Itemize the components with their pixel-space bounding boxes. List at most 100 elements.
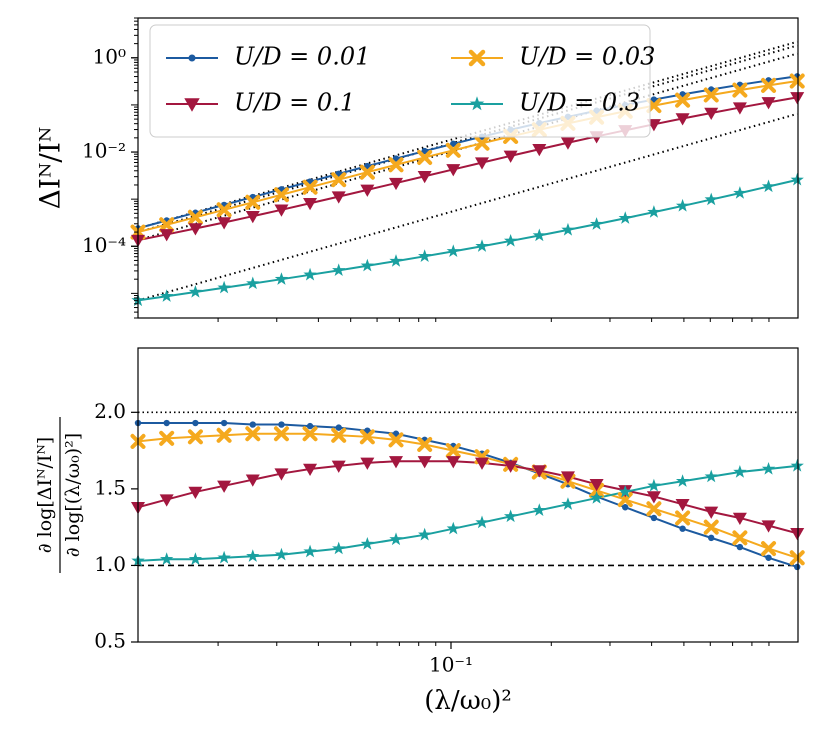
marker — [708, 534, 715, 542]
marker — [364, 162, 371, 170]
y-tick-label: 10⁰ — [93, 44, 126, 68]
marker — [331, 427, 347, 443]
y-axis-label: ∂ log[ΔIᴺ/Iᴺ] ∂ log[(λ/ω₀)²] — [34, 417, 84, 573]
marker — [561, 222, 575, 236]
marker — [650, 514, 658, 522]
marker — [560, 137, 575, 150]
marker — [503, 509, 518, 523]
marker — [331, 191, 346, 204]
marker — [417, 456, 432, 469]
marker — [503, 460, 518, 473]
legend-label: U/D = 0.3 — [519, 89, 640, 117]
marker — [761, 520, 776, 533]
marker — [732, 512, 747, 525]
marker — [647, 205, 661, 218]
legend-label: U/D = 0.01 — [234, 43, 370, 71]
marker — [732, 82, 748, 98]
marker — [561, 497, 575, 510]
legend-marker — [468, 49, 486, 67]
marker — [761, 179, 776, 193]
marker — [335, 424, 342, 431]
marker — [503, 233, 518, 247]
marker — [246, 276, 260, 290]
marker — [532, 228, 546, 242]
marker — [160, 289, 174, 302]
marker — [532, 465, 547, 478]
marker — [736, 543, 744, 551]
marker — [733, 186, 747, 199]
marker — [474, 135, 490, 151]
series-line — [138, 96, 798, 242]
legend-label: U/D = 0.1 — [234, 89, 355, 117]
marker — [732, 530, 748, 546]
marker — [421, 147, 428, 155]
reference-line — [138, 40, 798, 230]
marker — [187, 429, 203, 445]
marker — [761, 541, 777, 557]
marker — [618, 211, 632, 224]
y-tick-label: 1.0 — [94, 552, 126, 576]
marker — [302, 179, 318, 195]
y-tick-label: 2.0 — [94, 399, 126, 423]
marker — [704, 506, 719, 519]
marker — [188, 552, 203, 565]
marker — [790, 92, 805, 105]
marker — [761, 77, 777, 93]
marker — [765, 554, 772, 561]
marker — [303, 544, 317, 558]
marker — [560, 471, 575, 484]
marker — [217, 480, 232, 493]
marker — [589, 491, 604, 504]
marker — [446, 244, 460, 257]
marker — [789, 73, 805, 89]
series-line — [138, 460, 798, 535]
marker — [703, 87, 719, 103]
marker — [188, 486, 203, 499]
marker — [159, 494, 174, 507]
marker — [589, 217, 604, 230]
marker — [617, 492, 633, 508]
marker — [704, 192, 718, 206]
marker — [388, 157, 404, 173]
marker — [618, 484, 632, 498]
marker — [217, 550, 231, 564]
reference-line — [138, 52, 798, 242]
marker — [188, 285, 203, 298]
marker — [306, 422, 314, 430]
marker — [446, 164, 461, 177]
marker — [418, 249, 432, 262]
marker — [273, 426, 289, 442]
marker — [675, 92, 691, 108]
marker — [646, 501, 662, 517]
marker — [245, 194, 261, 210]
plot-area — [138, 411, 798, 568]
x-axis-label: (λ/ω₀)² — [424, 686, 512, 716]
marker — [532, 143, 547, 157]
marker — [733, 465, 747, 478]
marker — [303, 198, 318, 211]
marker — [360, 457, 375, 470]
marker — [359, 429, 375, 445]
marker — [360, 258, 374, 272]
marker — [187, 209, 203, 225]
marker — [675, 113, 690, 126]
marker — [418, 527, 432, 541]
marker — [703, 519, 719, 535]
marker — [278, 421, 285, 428]
y-tick-label: 10⁻² — [82, 139, 126, 163]
marker — [794, 563, 801, 571]
marker — [704, 469, 718, 483]
marker — [389, 177, 404, 191]
legend-marker — [469, 96, 485, 111]
marker — [679, 525, 686, 532]
marker — [450, 140, 457, 147]
marker — [675, 474, 690, 487]
marker — [503, 150, 518, 163]
marker — [732, 102, 747, 115]
y-axis-label: ΔIᴺ/Iᴺ — [34, 127, 67, 210]
marker — [417, 436, 433, 452]
marker — [475, 239, 489, 252]
marker — [532, 503, 546, 516]
marker — [589, 479, 604, 492]
